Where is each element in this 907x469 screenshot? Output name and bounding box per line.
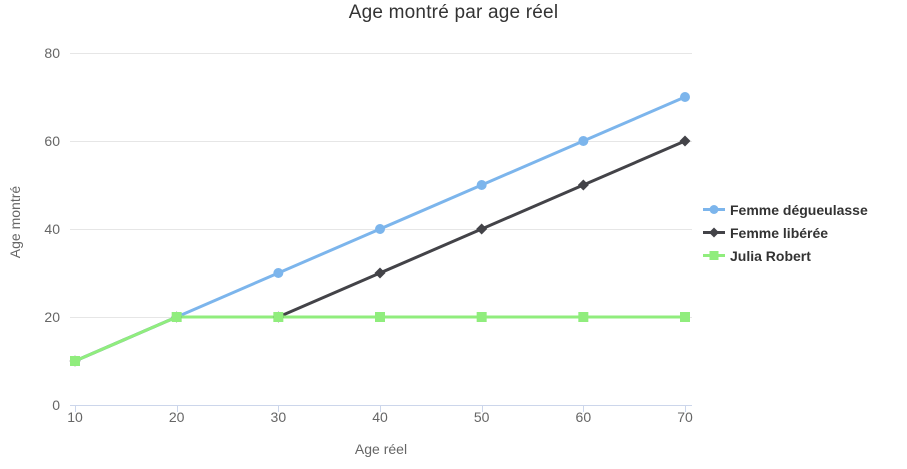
data-point-marker[interactable] <box>70 356 80 366</box>
legend-item-label: Julia Robert <box>730 247 811 264</box>
x-tick-label: 30 <box>271 409 287 425</box>
data-point-marker[interactable] <box>273 312 284 322</box>
data-point-marker[interactable] <box>680 92 690 102</box>
y-tick-label: 20 <box>44 309 60 325</box>
y-tick-label: 0 <box>52 397 60 413</box>
data-point-marker[interactable] <box>476 223 488 235</box>
data-point-marker[interactable] <box>476 312 487 322</box>
data-point-marker[interactable] <box>273 268 284 278</box>
series-line-1[interactable] <box>73 139 687 363</box>
y-axis-title: Age montré <box>7 185 23 259</box>
series-line-2[interactable] <box>73 315 687 363</box>
data-point-marker[interactable] <box>375 312 385 322</box>
x-tick-label: 10 <box>67 409 83 425</box>
data-point-marker[interactable] <box>171 312 182 322</box>
legend-item-2[interactable]: Julia Robert <box>703 244 868 267</box>
x-axis-title: Age réel <box>354 441 408 457</box>
x-tick-label: 20 <box>169 409 185 425</box>
data-point-marker[interactable] <box>679 135 691 147</box>
data-point-marker[interactable] <box>578 312 589 322</box>
data-point-marker[interactable] <box>374 267 386 279</box>
chart-title: Age montré par age réel <box>348 2 559 23</box>
x-tick-label: 40 <box>372 409 388 425</box>
square-legend-marker-icon <box>703 251 725 260</box>
data-point-marker[interactable] <box>476 180 487 190</box>
y-tick-label: 60 <box>44 133 60 149</box>
data-point-marker[interactable] <box>577 179 589 191</box>
data-point-marker[interactable] <box>680 312 690 322</box>
data-point-marker[interactable] <box>578 136 589 146</box>
y-tick-label: 80 <box>44 45 60 61</box>
legend: Femme dégueulasse Femme libérée Julia Robe… <box>703 198 868 267</box>
x-tick-label: 70 <box>677 409 693 425</box>
legend-item-1[interactable]: Femme libérée <box>703 221 868 244</box>
circle-legend-marker-icon <box>703 205 725 214</box>
x-tick-label: 50 <box>474 409 490 425</box>
y-tick-label: 40 <box>44 221 60 237</box>
legend-item-label: Femme dégueulasse <box>730 201 868 218</box>
legend-item-0[interactable]: Femme dégueulasse <box>703 198 868 221</box>
legend-item-label: Femme libérée <box>730 224 829 241</box>
data-point-marker[interactable] <box>375 224 385 234</box>
diamond-legend-marker-icon <box>703 227 725 238</box>
x-tick-label: 60 <box>576 409 592 425</box>
